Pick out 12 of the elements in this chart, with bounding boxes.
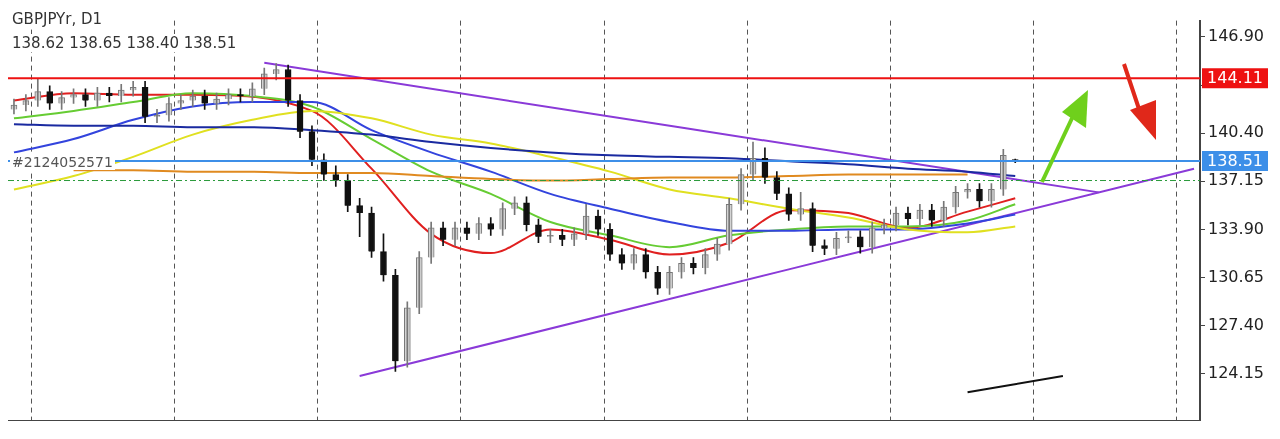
y-tick-label: 124.15 — [1208, 362, 1264, 382]
ref-line-label: 138.51 — [1207, 151, 1263, 171]
y-tick-label: 137.15 — [1208, 170, 1264, 190]
chart-title: GBPJPYr, D1 — [12, 10, 103, 28]
ref-line-label: 144.11 — [1207, 68, 1263, 88]
text: 138.62 138.65 138.40 138.51 — [12, 34, 237, 52]
annotation: #2124052571 — [10, 154, 115, 170]
y-tick-label: 146.90 — [1208, 26, 1264, 46]
y-tick-label: 130.65 — [1208, 266, 1264, 286]
y-tick-label: 127.40 — [1208, 314, 1264, 334]
y-tick-label: 133.90 — [1208, 218, 1264, 238]
y-tick-label: 140.40 — [1208, 122, 1264, 142]
